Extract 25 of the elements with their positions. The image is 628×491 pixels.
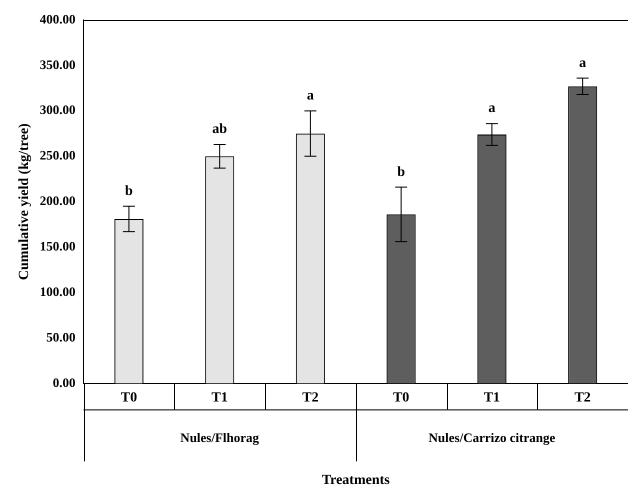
x-tick-label: T1: [484, 390, 500, 406]
x-tick-label: T2: [302, 390, 319, 406]
x-tick-label: T0: [392, 390, 410, 406]
x-tick-label: T2: [574, 390, 591, 406]
y-tick-label: 250.00: [40, 148, 76, 163]
y-tick-label: 150.00: [40, 238, 76, 254]
y-tick-label: 350.00: [40, 56, 76, 72]
data-label: ab: [212, 122, 228, 138]
x-tick-label: T1: [211, 390, 228, 406]
y-axis-title: Cumulative yield (kg/tree): [17, 122, 32, 280]
data-label: a: [306, 88, 314, 104]
text: Nules/Flhorag: [180, 430, 260, 445]
y-tick-label: 200.00: [40, 193, 76, 208]
data-label: a: [488, 101, 496, 116]
data-label: a: [579, 56, 586, 71]
y-tick-label: 300.00: [40, 102, 76, 118]
text: Nules/Carrizo citrange: [428, 430, 556, 445]
y-tick-label: 0.00: [52, 374, 76, 390]
data-label: b: [125, 184, 134, 199]
data-label: b: [397, 164, 406, 180]
y-tick-label: 100.00: [40, 284, 76, 299]
y-tick-label: 400.00: [40, 11, 76, 26]
x-axis-title: Treatments: [322, 473, 390, 488]
x-tick-label: T0: [120, 390, 138, 406]
y-tick-label: 50.00: [46, 329, 76, 344]
